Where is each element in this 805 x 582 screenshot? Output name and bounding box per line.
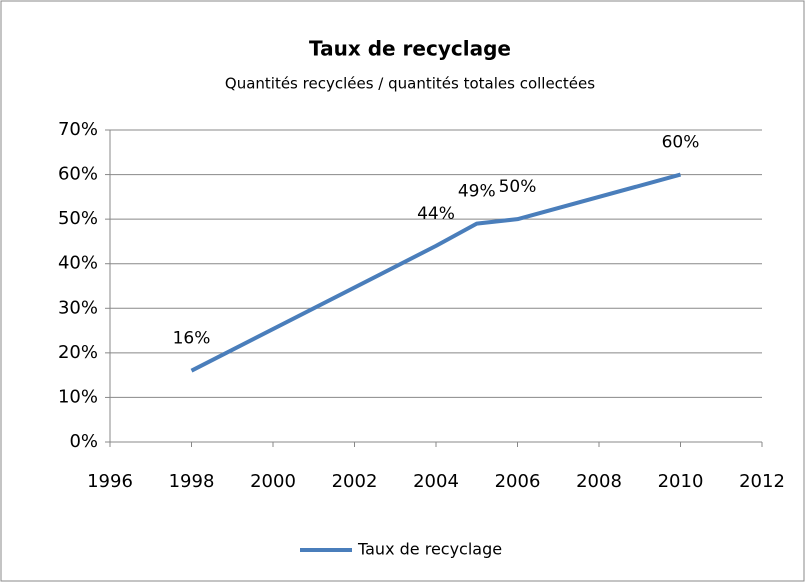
x-tick-label: 1996	[87, 471, 133, 492]
y-tick-label: 20%	[58, 342, 98, 363]
x-tick-label: 2002	[332, 471, 378, 492]
legend-label: Taux de recyclage	[357, 540, 502, 559]
y-tick-label: 40%	[58, 253, 98, 274]
x-tick-label: 2000	[250, 471, 296, 492]
chart-subtitle: Quantités recyclées / quantités totales …	[225, 75, 595, 93]
data-label: 60%	[662, 133, 700, 153]
data-label: 16%	[173, 329, 211, 349]
y-tick-label: 0%	[69, 431, 98, 452]
x-tick-label: 2010	[658, 471, 704, 492]
x-tick-label: 1998	[169, 471, 215, 492]
y-tick-label: 70%	[58, 119, 98, 140]
data-line	[190, 172, 682, 373]
data-label: 50%	[499, 177, 537, 197]
y-tick-label: 10%	[58, 386, 98, 407]
data-label: 44%	[417, 204, 455, 224]
x-tick-label: 2006	[495, 471, 541, 492]
x-tick-label: 2008	[576, 471, 622, 492]
chart-title: Taux de recyclage	[309, 37, 511, 61]
y-tick-label: 30%	[58, 297, 98, 318]
y-tick-label: 50%	[58, 208, 98, 229]
x-tick-label: 2004	[413, 471, 459, 492]
data-label: 49%	[458, 182, 496, 202]
y-tick-label: 60%	[58, 164, 98, 185]
x-tick-label: 2012	[739, 471, 785, 492]
